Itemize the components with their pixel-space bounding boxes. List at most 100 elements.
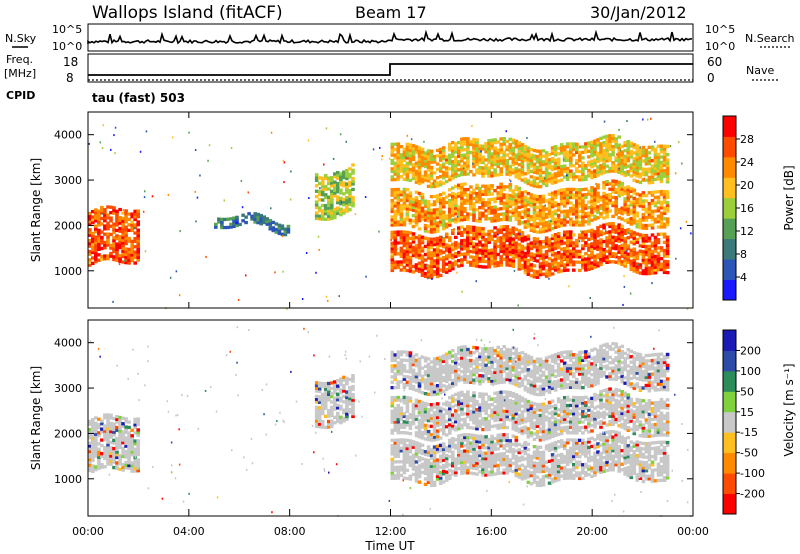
heatmap-cell — [647, 269, 652, 273]
heatmap-cell — [475, 154, 479, 158]
heatmap-cell — [541, 149, 546, 153]
heatmap-cell — [339, 172, 343, 176]
heatmap-cell — [550, 266, 555, 271]
heatmap-cell — [441, 224, 446, 228]
heatmap-cell — [408, 255, 413, 260]
heatmap-cell — [496, 244, 500, 249]
heatmap-cell — [674, 172, 677, 175]
heatmap-cell — [605, 196, 609, 200]
heatmap-cell — [463, 201, 467, 205]
heatmap-cell — [490, 451, 494, 455]
heatmap-cell — [438, 217, 443, 221]
heatmap-cell — [438, 476, 443, 480]
heatmap-cell — [569, 164, 573, 168]
heatmap-cell — [408, 148, 413, 152]
heatmap-cell — [620, 206, 624, 210]
heatmap-cell — [118, 256, 122, 261]
heatmap-cell — [650, 175, 655, 179]
heatmap-cell — [399, 164, 404, 168]
heatmap-cell — [426, 202, 431, 207]
heatmap-cell — [317, 411, 322, 415]
heatmap-cell — [526, 181, 531, 186]
heatmap-cell — [517, 189, 522, 193]
heatmap-cell — [320, 214, 325, 219]
heatmap-cell — [399, 212, 404, 216]
heatmap-cell — [169, 276, 172, 279]
heatmap-cell — [435, 176, 440, 180]
heatmap-cell — [620, 190, 624, 194]
heatmap-cell — [526, 219, 531, 223]
heatmap-cell — [602, 456, 606, 460]
heatmap-cell — [101, 147, 104, 150]
heatmap-cell — [336, 384, 340, 388]
heatmap-cell — [550, 178, 555, 183]
heatmap-cell — [475, 149, 479, 153]
heatmap-cell — [496, 455, 500, 459]
heatmap-cell — [538, 149, 543, 153]
heatmap-cell — [638, 148, 643, 152]
heatmap-cell — [581, 223, 585, 227]
heatmap-cell — [194, 149, 197, 151]
heatmap-cell — [339, 180, 343, 184]
heatmap-cell — [405, 167, 410, 171]
heatmap-cell — [130, 223, 134, 227]
heatmap-cell — [454, 252, 458, 256]
heatmap-cell — [517, 174, 522, 178]
heatmap-cell — [426, 469, 431, 474]
heatmap-cell — [641, 202, 646, 206]
heatmap-cell — [520, 215, 525, 219]
heatmap-cell — [590, 202, 594, 206]
heatmap-cell — [451, 248, 455, 252]
heatmap-cell — [305, 252, 308, 254]
heatmap-cell — [499, 167, 503, 171]
heatmap-cell — [605, 159, 609, 163]
colorbar-tick-label: 4 — [740, 271, 747, 284]
heatmap-cell — [472, 165, 476, 169]
heatmap-cell — [330, 408, 334, 412]
heatmap-cell — [602, 223, 606, 227]
heatmap-cell — [493, 151, 497, 156]
heatmap-cell — [529, 454, 534, 459]
heatmap-cell — [256, 221, 260, 225]
heatmap-cell — [596, 173, 600, 177]
heatmap-cell — [523, 449, 528, 453]
heatmap-cell — [94, 241, 98, 245]
heatmap-cell — [596, 261, 600, 265]
heatmap-cell — [481, 184, 485, 188]
heatmap-cell — [417, 213, 422, 217]
heatmap-cell — [402, 177, 407, 181]
heatmap-cell — [656, 195, 661, 199]
heatmap-cell — [575, 175, 579, 179]
heatmap-cell — [599, 212, 603, 216]
heatmap-cell — [632, 218, 637, 222]
heatmap-cell — [550, 210, 555, 214]
heatmap-cell — [317, 414, 322, 418]
heatmap-cell — [457, 467, 461, 471]
heatmap-cell — [396, 220, 401, 224]
heatmap-cell — [130, 464, 134, 468]
heatmap-cell — [493, 226, 497, 230]
heatmap-cell — [505, 236, 509, 240]
heatmap-cell — [632, 250, 637, 254]
heatmap-cell — [650, 241, 655, 245]
heatmap-cell — [481, 462, 485, 466]
heatmap-cell — [496, 140, 500, 144]
heatmap-cell — [241, 213, 245, 217]
heatmap-cell — [565, 252, 570, 256]
colorbar-segment — [723, 197, 736, 219]
heatmap-cell — [659, 179, 664, 184]
heatmap-cell — [484, 470, 488, 474]
heatmap-cell — [659, 222, 664, 226]
heatmap-cell — [620, 212, 624, 216]
heatmap-cell — [220, 225, 224, 230]
heatmap-cell — [517, 237, 522, 241]
heatmap-cell — [520, 199, 525, 203]
heatmap-cell — [127, 458, 131, 462]
heatmap-cell — [432, 253, 437, 258]
heatmap-cell — [469, 444, 473, 448]
heatmap-cell — [529, 223, 534, 227]
heatmap-cell — [550, 272, 555, 276]
heatmap-cell — [620, 254, 624, 258]
heatmap-cell — [102, 124, 105, 127]
heatmap-cell — [429, 243, 434, 247]
